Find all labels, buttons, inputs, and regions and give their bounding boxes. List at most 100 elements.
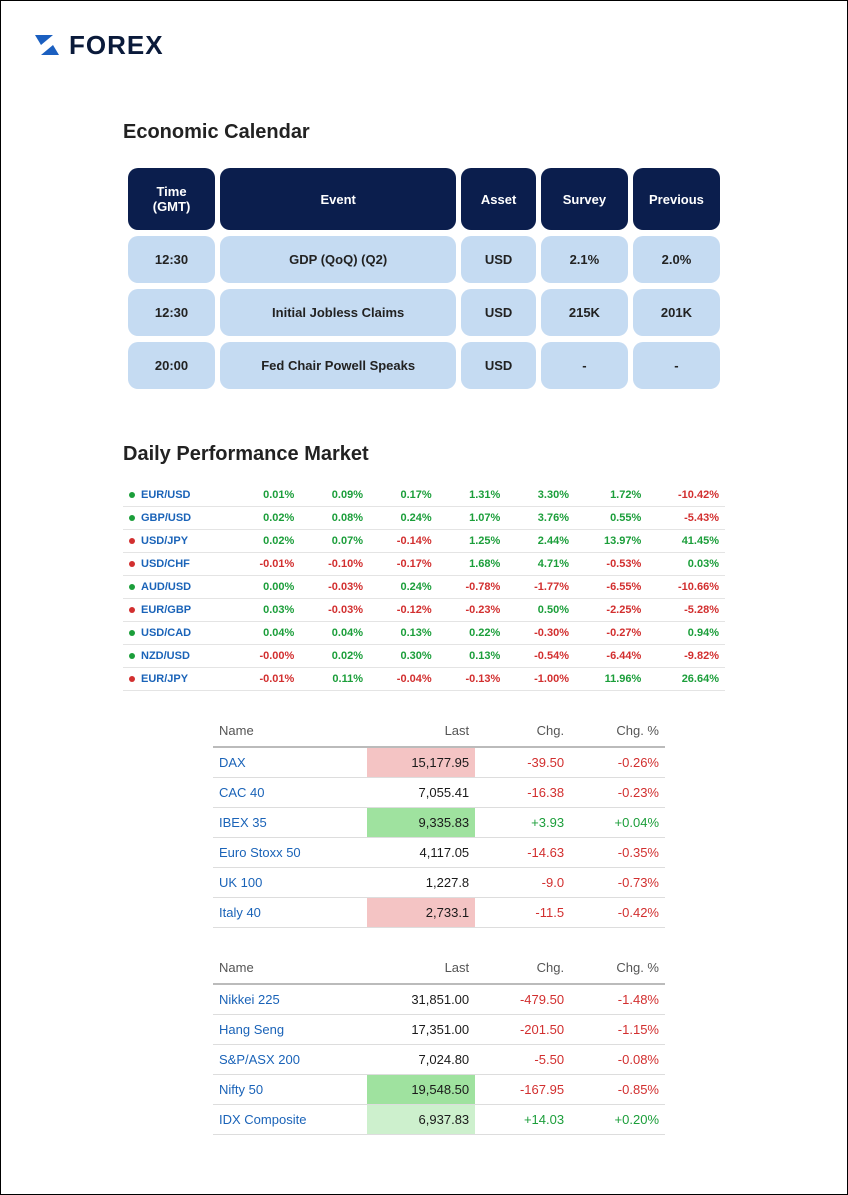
index-name[interactable]: DAX xyxy=(213,747,367,778)
index-chg-pct: -0.26% xyxy=(570,747,665,778)
index-chg-pct: -0.08% xyxy=(570,1045,665,1075)
table-row: 12:30Initial Jobless ClaimsUSD215K201K xyxy=(128,289,720,336)
perf-cell: -10.66% xyxy=(647,576,725,599)
pair-cell[interactable]: USD/CAD xyxy=(123,622,232,645)
perf-cell: 1.07% xyxy=(438,507,507,530)
table-row: Nikkei 22531,851.00-479.50-1.48% xyxy=(213,984,665,1015)
pair-cell[interactable]: NZD/USD xyxy=(123,645,232,668)
perf-cell: -0.17% xyxy=(369,553,438,576)
index-chg: -201.50 xyxy=(475,1015,570,1045)
index-name[interactable]: S&P/ASX 200 xyxy=(213,1045,367,1075)
index-last: 6,937.83 xyxy=(367,1105,475,1135)
index-name[interactable]: Nifty 50 xyxy=(213,1075,367,1105)
perf-cell: -5.28% xyxy=(647,599,725,622)
perf-cell: 0.08% xyxy=(300,507,369,530)
index-name[interactable]: Italy 40 xyxy=(213,898,367,928)
index-last: 1,227.8 xyxy=(367,868,475,898)
perf-cell: 0.24% xyxy=(369,507,438,530)
perf-cell: -2.25% xyxy=(575,599,647,622)
pair-cell[interactable]: USD/CHF xyxy=(123,553,232,576)
table-header-cell: Name xyxy=(213,715,367,747)
perf-cell: -1.77% xyxy=(506,576,575,599)
index-chg-pct: -0.85% xyxy=(570,1075,665,1105)
table-header-cell: Event xyxy=(220,168,456,230)
logo: FOREX xyxy=(31,29,817,61)
perf-cell: 0.09% xyxy=(300,484,369,507)
index-chg-pct: -0.35% xyxy=(570,838,665,868)
index-last: 17,351.00 xyxy=(367,1015,475,1045)
trend-up-icon xyxy=(129,653,135,659)
index-chg-pct: -1.48% xyxy=(570,984,665,1015)
perf-cell: -0.01% xyxy=(232,553,301,576)
table-cell: 12:30 xyxy=(128,236,215,283)
perf-cell: 0.50% xyxy=(506,599,575,622)
table-cell: 201K xyxy=(633,289,720,336)
table-header-row: Time (GMT)EventAssetSurveyPrevious xyxy=(128,168,720,230)
perf-cell: -0.00% xyxy=(232,645,301,668)
index-name[interactable]: Nikkei 225 xyxy=(213,984,367,1015)
perf-cell: 0.03% xyxy=(232,599,301,622)
perf-cell: -0.78% xyxy=(438,576,507,599)
perf-cell: 0.24% xyxy=(369,576,438,599)
table-header-cell: Last xyxy=(367,952,475,984)
trend-down-icon xyxy=(129,676,135,682)
index-name[interactable]: IBEX 35 xyxy=(213,808,367,838)
pair-cell[interactable]: GBP/USD xyxy=(123,507,232,530)
table-row: NZD/USD-0.00%0.02%0.30%0.13%-0.54%-6.44%… xyxy=(123,645,725,668)
index-last: 4,117.05 xyxy=(367,838,475,868)
index-name[interactable]: CAC 40 xyxy=(213,778,367,808)
table-header-cell: Chg. % xyxy=(570,715,665,747)
perf-cell: -10.42% xyxy=(647,484,725,507)
index-chg-pct: -1.15% xyxy=(570,1015,665,1045)
pair-cell[interactable]: EUR/JPY xyxy=(123,668,232,691)
perf-cell: 4.71% xyxy=(506,553,575,576)
pair-cell[interactable]: USD/JPY xyxy=(123,530,232,553)
index-last: 2,733.1 xyxy=(367,898,475,928)
index-chg: -11.5 xyxy=(475,898,570,928)
trend-down-icon xyxy=(129,561,135,567)
pair-cell[interactable]: EUR/GBP xyxy=(123,599,232,622)
daily-performance-table: EUR/USD0.01%0.09%0.17%1.31%3.30%1.72%-10… xyxy=(123,484,725,691)
pair-label: NZD/USD xyxy=(141,650,190,662)
table-header-cell: Name xyxy=(213,952,367,984)
index-name[interactable]: UK 100 xyxy=(213,868,367,898)
pair-cell[interactable]: AUD/USD xyxy=(123,576,232,599)
index-last: 9,335.83 xyxy=(367,808,475,838)
table-row: EUR/USD0.01%0.09%0.17%1.31%3.30%1.72%-10… xyxy=(123,484,725,507)
table-row: USD/CAD0.04%0.04%0.13%0.22%-0.30%-0.27%0… xyxy=(123,622,725,645)
index-chg: -9.0 xyxy=(475,868,570,898)
table-cell: 2.0% xyxy=(633,236,720,283)
pair-label: EUR/JPY xyxy=(141,673,188,685)
index-name[interactable]: Hang Seng xyxy=(213,1015,367,1045)
table-cell: Fed Chair Powell Speaks xyxy=(220,342,456,389)
table-row: Italy 402,733.1-11.5-0.42% xyxy=(213,898,665,928)
perf-cell: -0.04% xyxy=(369,668,438,691)
perf-cell: -0.10% xyxy=(300,553,369,576)
perf-cell: -9.82% xyxy=(647,645,725,668)
indices-europe-section: NameLastChg.Chg. % DAX15,177.95-39.50-0.… xyxy=(123,715,725,1135)
table-cell: USD xyxy=(461,289,536,336)
trend-up-icon xyxy=(129,584,135,590)
table-cell: USD xyxy=(461,342,536,389)
table-row: DAX15,177.95-39.50-0.26% xyxy=(213,747,665,778)
table-row: 12:30GDP (QoQ) (Q2)USD2.1%2.0% xyxy=(128,236,720,283)
index-chg: +3.93 xyxy=(475,808,570,838)
trend-down-icon xyxy=(129,538,135,544)
table-row: EUR/JPY-0.01%0.11%-0.04%-0.13%-1.00%11.9… xyxy=(123,668,725,691)
perf-cell: -1.00% xyxy=(506,668,575,691)
index-chg: +14.03 xyxy=(475,1105,570,1135)
perf-cell: 0.00% xyxy=(232,576,301,599)
daily-performance-section: Daily Performance Market EUR/USD0.01%0.0… xyxy=(31,443,817,1135)
index-chg-pct: -0.42% xyxy=(570,898,665,928)
table-header-row: NameLastChg.Chg. % xyxy=(213,952,665,984)
table-row: AUD/USD0.00%-0.03%0.24%-0.78%-1.77%-6.55… xyxy=(123,576,725,599)
perf-cell: 0.13% xyxy=(438,645,507,668)
table-row: S&P/ASX 2007,024.80-5.50-0.08% xyxy=(213,1045,665,1075)
pair-cell[interactable]: EUR/USD xyxy=(123,484,232,507)
perf-cell: 1.25% xyxy=(438,530,507,553)
economic-calendar-section: Economic Calendar Time (GMT)EventAssetSu… xyxy=(31,121,817,395)
index-name[interactable]: Euro Stoxx 50 xyxy=(213,838,367,868)
table-cell: - xyxy=(633,342,720,389)
index-name[interactable]: IDX Composite xyxy=(213,1105,367,1135)
perf-cell: -6.44% xyxy=(575,645,647,668)
